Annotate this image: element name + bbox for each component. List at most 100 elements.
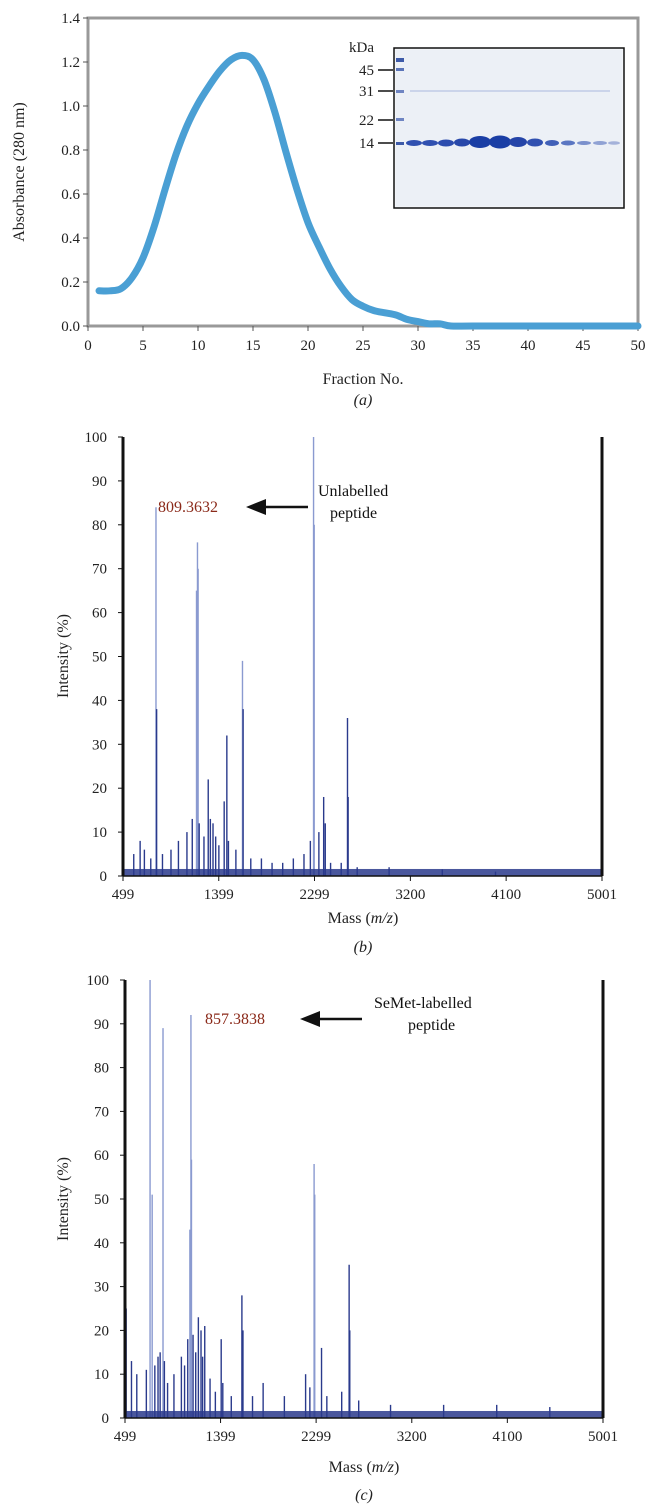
panel-b-arrow	[246, 499, 308, 515]
panel-b-letter: b	[359, 939, 367, 956]
arrow-head	[246, 499, 266, 515]
y-tick-label: 80	[92, 518, 107, 534]
panel-a-y-ticks: 0.0 0.2 0.4 0.6 0.8 1.0 1.2 1.4	[61, 11, 88, 335]
y-tick-label: 0	[100, 869, 108, 885]
x-tick-label: 4100	[491, 887, 521, 903]
band-lane-3	[438, 139, 454, 147]
panel-b-annotation-line-2: peptide	[330, 505, 377, 522]
marker-label-31: 31	[359, 84, 374, 100]
panel-c-letter: c	[360, 1487, 367, 1504]
gel-marker-ladder	[396, 58, 404, 145]
gel-marker-labels: 45 31 22 14	[359, 63, 393, 152]
panel-c-baseline-noise	[125, 1410, 603, 1418]
y-tick-label: 40	[94, 1236, 109, 1252]
y-tick-label: 60	[92, 606, 107, 622]
x-tick-label: 4100	[492, 1429, 522, 1445]
panel-b-x-ticks: 499 1399 2299 3200 4100 5001	[112, 876, 617, 903]
y-tick-label: 100	[87, 973, 110, 989]
x-tick-label: 15	[246, 338, 261, 354]
ladder-band-22	[396, 118, 404, 121]
panel-b-caption: (b)	[354, 939, 373, 956]
panel-b-xlabel-suffix: )	[393, 910, 398, 927]
y-tick-label: 0	[102, 1411, 110, 1427]
panel-c-xlabel-suffix: )	[394, 1459, 399, 1476]
x-tick-label: 0	[84, 338, 92, 354]
x-tick-label: 499	[114, 1429, 137, 1445]
y-tick-label: 90	[94, 1017, 109, 1033]
panel-a: 0.0 0.2 0.4 0.6 0.8 1.0 1.2 1.4 0 5 10 15 20 25 30 35 4…	[11, 11, 646, 409]
absorbance-curve	[95, 51, 642, 330]
gel-background-tint	[396, 50, 622, 206]
ladder-band-top	[396, 58, 404, 62]
x-tick-label: 35	[466, 338, 481, 354]
band-lane-4	[454, 138, 470, 147]
x-tick-label: 499	[112, 887, 135, 903]
panel-a-y-axis-label: Absorbance (280 nm)	[11, 102, 28, 242]
x-tick-label: 3200	[397, 1429, 427, 1445]
x-tick-label: 25	[356, 338, 371, 354]
band-lane-5	[469, 136, 491, 148]
panel-b-y-axis-label: Intensity (%)	[55, 614, 72, 698]
panel-b-x-axis-label: Mass (m/z)	[328, 910, 399, 927]
ladder-band-14	[396, 142, 404, 145]
y-tick-label: 50	[94, 1192, 109, 1208]
panel-b-y-ticks: 0 10 20 30 40 50 60 70 80 90 100	[85, 430, 123, 885]
panel-a-x-axis-label: Fraction No.	[323, 371, 404, 388]
panel-c-y-ticks: 0 10 20 30 40 50 60 70 80 90 100	[87, 973, 125, 1427]
panel-a-x-ticks: 0 5 10 15 20 25 30 35 40 45 50	[84, 326, 646, 354]
panel-c-xlabel-italic: m/z	[372, 1459, 395, 1476]
y-tick-label: 30	[94, 1280, 109, 1296]
y-tick-label: 80	[94, 1061, 109, 1077]
x-tick-label: 5001	[587, 887, 617, 903]
x-tick-label: 10	[191, 338, 206, 354]
band-lane-8	[527, 138, 543, 147]
y-tick-label: 70	[92, 562, 107, 578]
y-tick-label: 60	[94, 1148, 109, 1164]
panel-c-caption: (c)	[355, 1487, 373, 1504]
band-lane-1	[406, 140, 422, 146]
y-tick-label: 20	[94, 1323, 109, 1339]
x-tick-label: 3200	[395, 887, 425, 903]
y-tick-label: 0.4	[61, 231, 80, 247]
panel-b: 0 10 20 30 40 50 60 70 80 90 100 499 1399 2299 3200 41…	[55, 430, 617, 956]
panel-c-annotation-line-2: peptide	[408, 1017, 455, 1034]
y-tick-label: 90	[92, 474, 107, 490]
panel-c: 0 10 20 30 40 50 60 70 80 90 100 499 1399 2299 3200 41…	[55, 973, 618, 1504]
panel-b-peak-label: 809.3632	[158, 499, 218, 516]
marker-label-22: 22	[359, 113, 374, 129]
y-tick-label: 30	[92, 737, 107, 753]
x-tick-label: 1399	[204, 887, 234, 903]
ladder-band-31	[396, 90, 404, 93]
y-tick-label: 1.2	[61, 55, 80, 71]
panel-a-letter: a	[359, 392, 367, 409]
band-lane-6	[489, 135, 511, 149]
y-tick-label: 50	[92, 650, 107, 666]
band-lane-10	[561, 140, 575, 146]
x-tick-label: 5	[139, 338, 147, 354]
y-tick-label: 70	[94, 1104, 109, 1120]
panel-c-peak-label: 857.3838	[205, 1011, 265, 1028]
x-tick-label: 40	[521, 338, 536, 354]
y-tick-label: 0.2	[61, 275, 80, 291]
panel-c-y-axis-label: Intensity (%)	[55, 1157, 72, 1241]
band-lane-2	[422, 140, 438, 146]
band-lane-7	[509, 137, 527, 147]
x-tick-label: 1399	[206, 1429, 236, 1445]
y-tick-label: 20	[92, 781, 107, 797]
y-tick-label: 1.0	[61, 99, 80, 115]
faint-band	[410, 90, 610, 92]
panel-b-xlabel-prefix: Mass (	[328, 910, 371, 927]
sds-page-gel-inset: kDa	[349, 40, 625, 209]
y-tick-label: 100	[85, 430, 108, 446]
panel-c-x-axis-label: Mass (m/z)	[329, 1459, 400, 1476]
panel-c-x-ticks: 499 1399 2299 3200 4100 5001	[114, 1418, 618, 1445]
panel-b-baseline-noise	[123, 868, 602, 876]
y-tick-label: 0.8	[61, 143, 80, 159]
y-tick-label: 0.6	[61, 187, 80, 203]
x-tick-label: 50	[631, 338, 646, 354]
panel-c-annotation-line-1: SeMet-labelled	[374, 995, 472, 1012]
band-lane-9	[545, 140, 559, 146]
marker-label-14: 14	[359, 136, 375, 152]
y-tick-label: 0.0	[61, 319, 80, 335]
panel-c-arrow	[300, 1011, 362, 1027]
